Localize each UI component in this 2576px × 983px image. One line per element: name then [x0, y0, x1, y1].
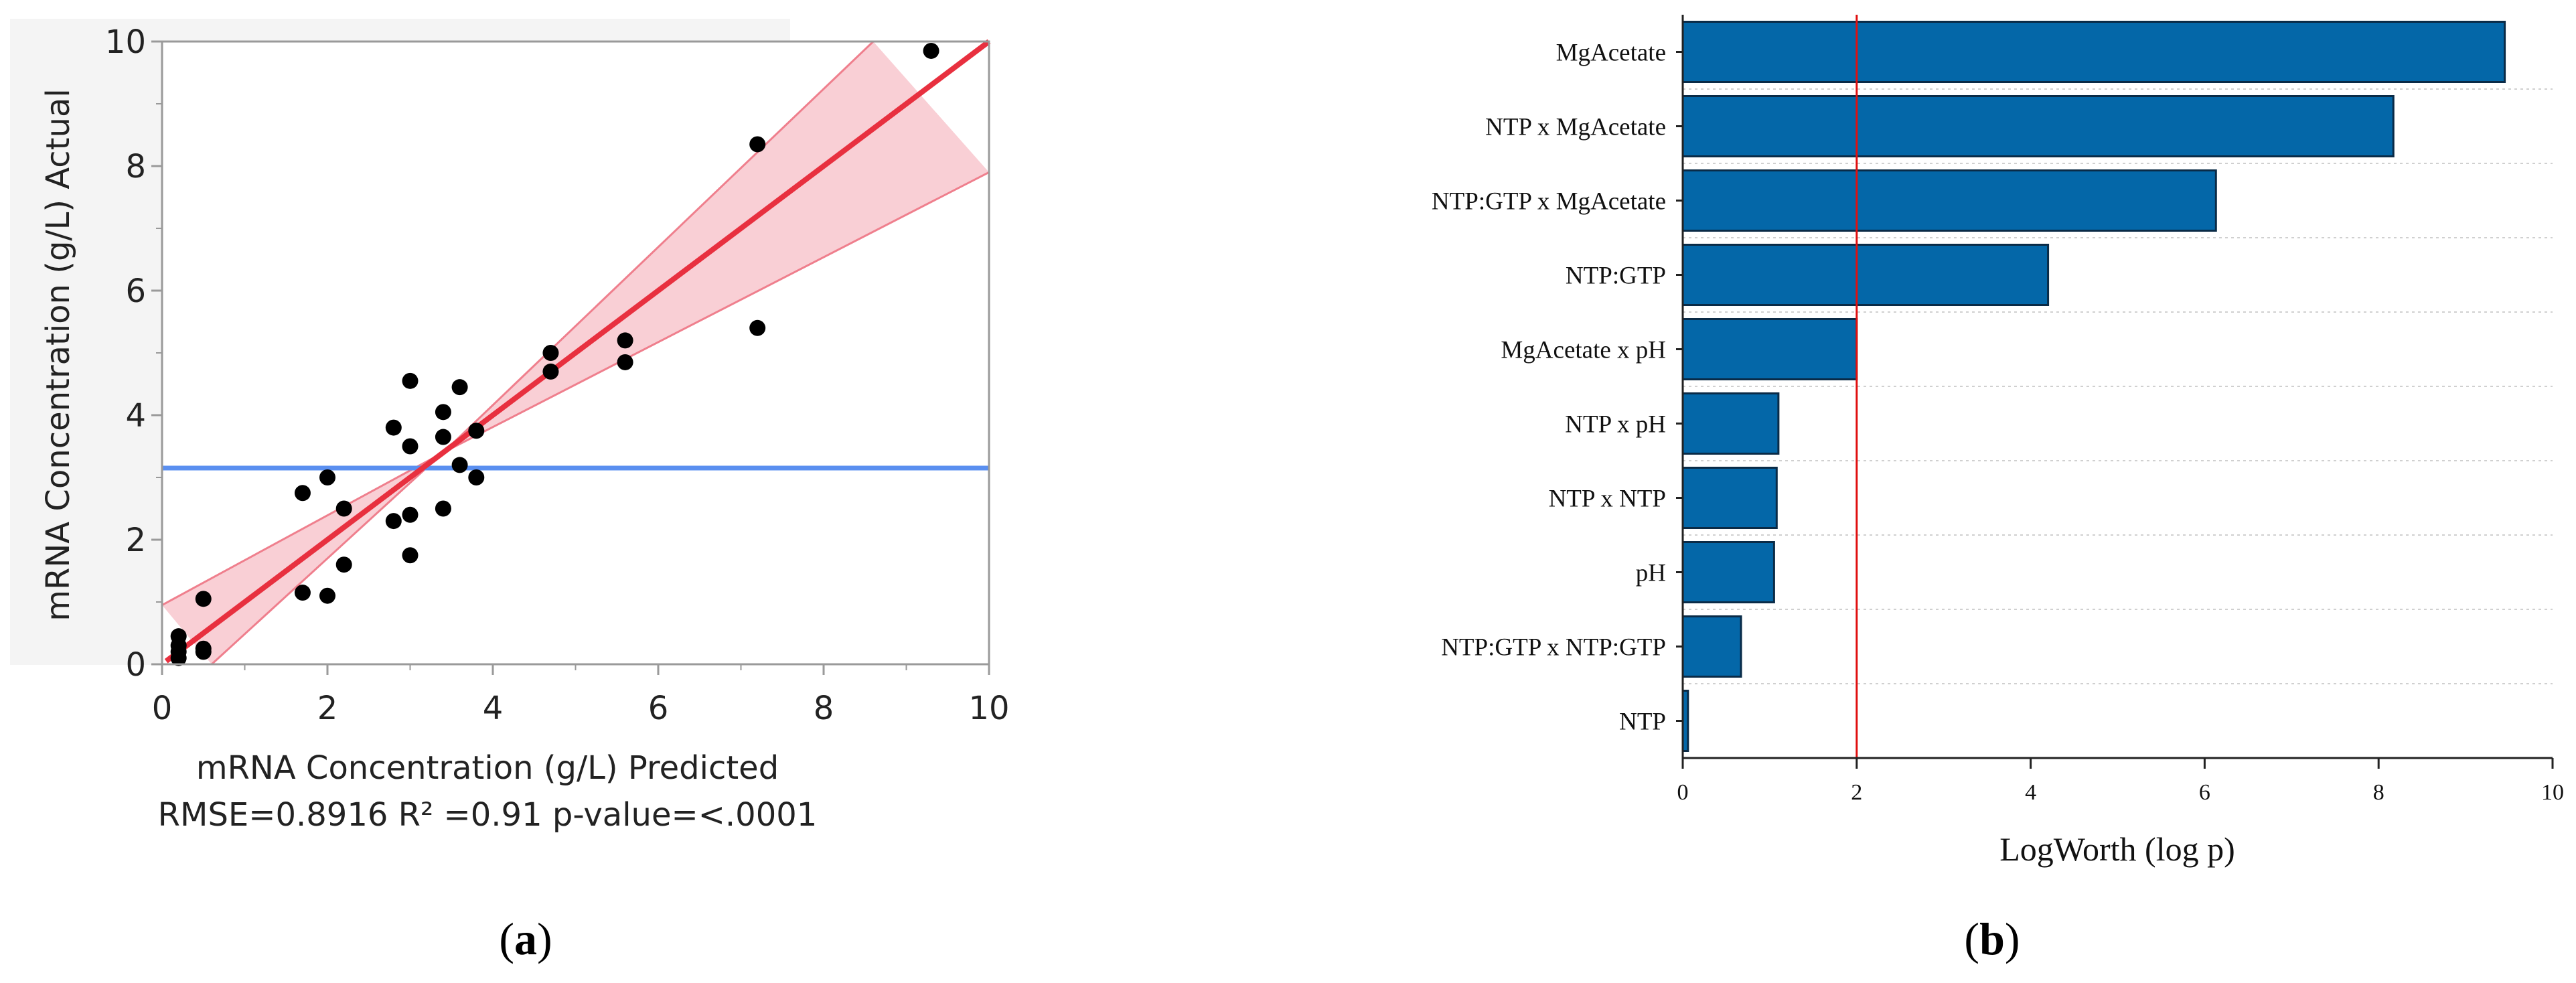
panel-b-bar-chart: MgAcetate NTP x MgAcetate NTP:GTP x MgAcet…	[1432, 15, 2564, 964]
data-point	[335, 556, 352, 573]
data-point	[749, 136, 766, 153]
bar	[1681, 392, 1780, 455]
x-tick-label: 4	[483, 690, 504, 727]
y-tick-label: 8	[125, 148, 146, 185]
y-tick-label: 0	[125, 646, 146, 684]
y-tick-label: 6	[125, 273, 146, 310]
data-point	[617, 354, 633, 370]
y-axis-label: mRNA Concentration (g/L) Actual	[40, 88, 77, 621]
data-point	[435, 404, 451, 421]
bar	[1681, 467, 1778, 529]
data-point	[451, 379, 468, 396]
data-point	[435, 500, 451, 517]
data-point	[468, 469, 485, 485]
category-label: NTP x pH	[1565, 411, 1666, 439]
data-point	[385, 513, 402, 530]
fit-line-segment	[164, 39, 991, 664]
data-point	[402, 506, 419, 523]
bar	[1681, 169, 2217, 232]
x-axis-ticks: 0 2 4 6 8 10	[152, 664, 1010, 727]
category-label: NTP:GTP	[1566, 262, 1666, 290]
bar	[1681, 244, 2050, 306]
x-tick-label: 4	[2025, 780, 2036, 805]
x-tick-label: 10	[2541, 780, 2564, 805]
data-point	[923, 42, 939, 59]
data-point	[195, 644, 212, 660]
data-point	[468, 423, 485, 439]
bar	[1681, 318, 1858, 380]
x-tick-label: 2	[1851, 780, 1862, 805]
category-label: NTP x MgAcetate	[1485, 114, 1666, 141]
category-label: MgAcetate	[1556, 40, 1666, 67]
y-tick-label: 4	[125, 397, 146, 435]
bar	[1681, 95, 2395, 157]
bar	[1681, 541, 1775, 603]
x-tick-label: 8	[2373, 780, 2384, 805]
x-tick-label: 0	[1677, 780, 1689, 805]
data-point	[749, 319, 766, 336]
data-point	[294, 585, 311, 601]
panel-label-a: (a)	[499, 913, 552, 964]
category-label: MgAcetate x pH	[1501, 337, 1666, 364]
data-point	[402, 547, 419, 564]
data-point	[294, 485, 311, 502]
x-axis-label: mRNA Concentration (g/L) Predicted	[196, 749, 779, 787]
x-tick-label: 0	[152, 690, 173, 727]
stats-caption: RMSE=0.8916 R² =0.91 p-value=<.0001	[158, 796, 818, 834]
data-point	[542, 345, 559, 361]
category-labels: MgAcetate NTP x MgAcetate NTP:GTP x MgAcet…	[1432, 40, 1683, 736]
panel-a-scatter-chart: 0 2 4 6 8 10 0 2 4 6 8 10 mRNA Concentration (g/L)…	[10, 19, 1010, 964]
data-point	[451, 457, 468, 473]
x-tick-label: 6	[2199, 780, 2210, 805]
data-point	[542, 363, 559, 380]
y-axis-ticks: 0 2 4 6 8 10	[105, 23, 162, 684]
data-point	[170, 650, 187, 666]
x-tick-label: 10	[968, 690, 1009, 727]
data-point	[335, 500, 352, 517]
data-point	[617, 332, 633, 349]
data-point	[195, 591, 212, 607]
scatter-points	[170, 42, 939, 666]
x-tick-label: 8	[814, 690, 834, 727]
data-point	[385, 419, 402, 436]
data-point	[319, 469, 335, 485]
data-point	[402, 438, 419, 455]
fit-line	[164, 39, 991, 664]
category-label: pH	[1636, 560, 1666, 587]
category-label: NTP:GTP x NTP:GTP	[1441, 634, 1666, 662]
panel-label-b: (b)	[1964, 913, 2020, 964]
data-point	[319, 587, 335, 604]
y-tick-label: 10	[105, 23, 146, 61]
data-point	[435, 429, 451, 445]
bar	[1681, 21, 2506, 83]
bar	[1681, 615, 1742, 678]
x-tick-label: 6	[648, 690, 669, 727]
x-axis-label: LogWorth (log p)	[1999, 830, 2234, 868]
category-label: NTP x NTP	[1549, 485, 1666, 513]
x-axis-ticks: 0 2 4 6 8 10	[1677, 758, 2564, 805]
category-label: NTP	[1619, 708, 1666, 736]
data-point	[402, 372, 419, 389]
category-gridlines	[1683, 88, 2553, 684]
x-tick-label: 2	[317, 690, 338, 727]
category-label: NTP:GTP x MgAcetate	[1432, 188, 1666, 216]
y-tick-label: 2	[125, 522, 146, 559]
